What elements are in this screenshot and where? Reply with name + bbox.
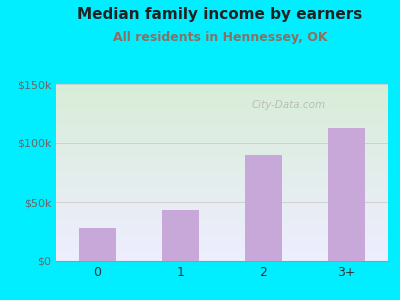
Bar [79, 228, 116, 261]
Bar [245, 155, 282, 261]
Text: Median family income by earners: Median family income by earners [77, 8, 363, 22]
Text: City-Data.com: City-Data.com [251, 100, 326, 110]
Bar [162, 210, 199, 261]
Bar [328, 128, 365, 261]
Text: All residents in Hennessey, OK: All residents in Hennessey, OK [113, 32, 327, 44]
